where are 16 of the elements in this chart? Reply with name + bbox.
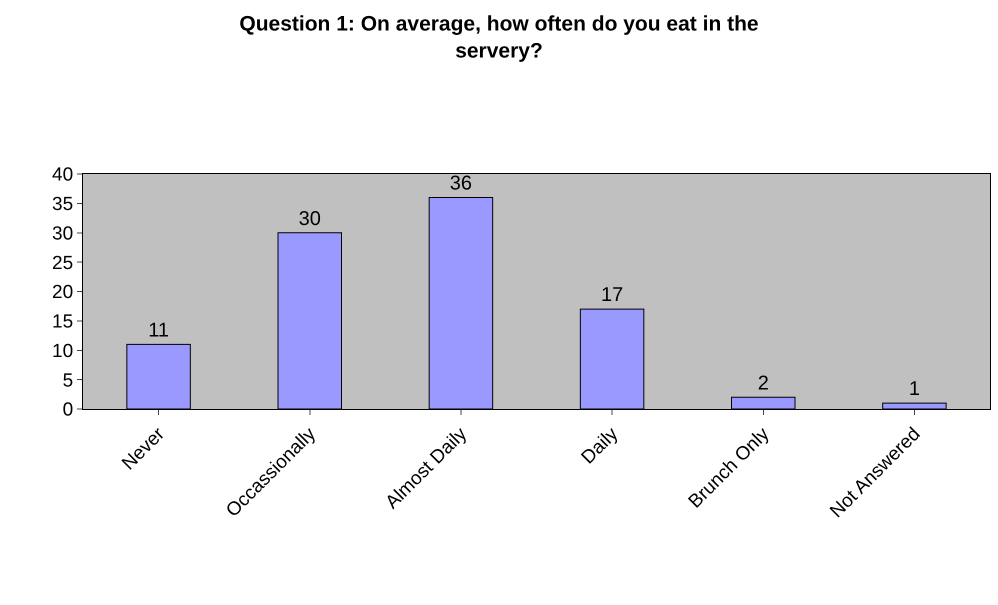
y-tick-label: 10 [52, 340, 74, 362]
y-tick-label: 30 [52, 223, 74, 244]
data-label: 1 [908, 378, 920, 400]
y-tick-label: 40 [52, 164, 74, 186]
y-tick-label: 35 [52, 194, 74, 216]
y-tick-label: 0 [62, 400, 74, 421]
chart-title: Question 1: On average, how often do you eat in the servery? [239, 12, 759, 63]
data-label: 11 [148, 319, 169, 342]
data-label: 2 [758, 372, 769, 394]
data-label: 36 [450, 172, 472, 194]
y-tick-label: 25 [52, 252, 74, 274]
y-tick-label: 5 [62, 370, 74, 392]
y-tick-label: 20 [52, 282, 74, 304]
data-label: 30 [298, 208, 321, 230]
data-label: 17 [600, 284, 624, 306]
y-tick-label: 15 [52, 312, 74, 333]
